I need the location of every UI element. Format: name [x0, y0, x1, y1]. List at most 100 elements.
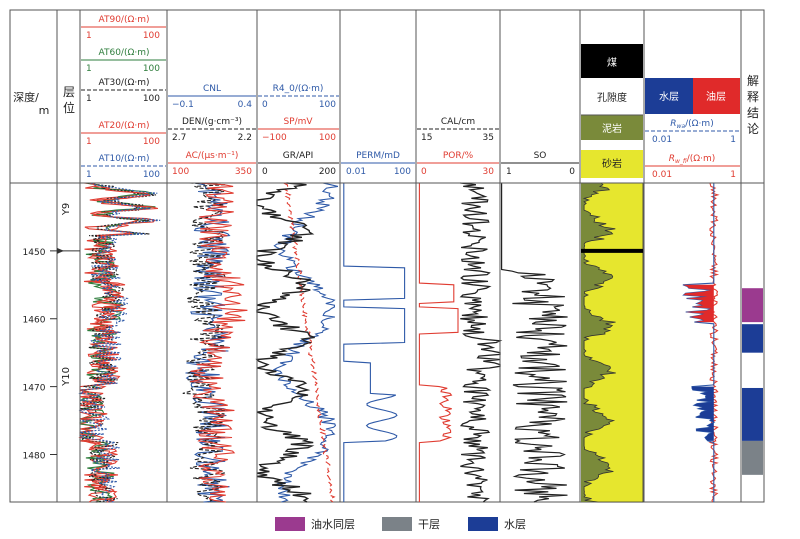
scale-max: 100: [143, 137, 160, 147]
scale-max: 35: [483, 133, 494, 143]
scale-min: 0.01: [652, 170, 672, 180]
depth-axis-label: 深度/: [13, 90, 39, 104]
scale-min: 0.01: [346, 167, 366, 177]
curve-AT10/(Ω·m): [78, 182, 161, 503]
curve-por-2: [190, 182, 248, 503]
curve-name-rwa: Rw_fi/(Ω·m): [669, 154, 716, 165]
scale-min: 0.01: [652, 135, 672, 145]
interpretation-label-char: 释: [747, 90, 759, 104]
scale-min: 2.7: [172, 133, 186, 143]
scale-max: 100: [319, 133, 336, 143]
legend-swatch: [468, 517, 498, 531]
curve-so: [501, 183, 568, 503]
curve-name-res: AT20/(Ω·m): [99, 121, 150, 131]
interpretation-interval: [742, 288, 763, 323]
legend-mudstone-swatch: [581, 115, 643, 140]
curve-name-por: CNL: [203, 84, 221, 94]
interpretation-label-char: 结: [747, 106, 759, 120]
legend-label: 干层: [418, 518, 440, 531]
legend-water-label: 水层: [659, 91, 679, 103]
scale-min: 1: [86, 137, 92, 147]
scale-max: 0.4: [238, 100, 253, 110]
depth-tick-label: 1470: [23, 384, 46, 394]
curve-name-calpor: POR/%: [443, 151, 474, 161]
curve-rwa: [682, 183, 716, 502]
depth-tick-label: 1480: [23, 451, 46, 461]
curve-rwfi: [708, 182, 720, 503]
chart-frame: 1450 1460 1470 1480 Y9 Y10: [10, 10, 764, 502]
curve-name-lith: GR/API: [283, 151, 314, 161]
legend-oil-swatch: [693, 78, 740, 114]
depth-axis-unit: m: [39, 104, 50, 117]
curve-name-so: SO: [534, 151, 547, 161]
sandstone-fill: [582, 182, 644, 503]
legend-swatch: [275, 517, 305, 531]
rwa-water-shading: [692, 386, 714, 441]
depth-tick-label: 1460: [23, 316, 46, 326]
legend-coal-swatch: [581, 44, 643, 78]
scale-max: 100: [394, 167, 411, 177]
scale-max: 30: [483, 167, 495, 177]
legend-sandstone-swatch: [581, 150, 643, 178]
scale-min: 1: [506, 167, 512, 177]
curve-name-lith: R4_0/(Ω·m): [273, 84, 324, 94]
coal-band: [581, 248, 643, 253]
scale-min: 100: [172, 167, 189, 177]
scale-min: −100: [262, 133, 287, 143]
curve-name-res: AT30/(Ω·m): [99, 78, 150, 88]
depth-tick-label: 1450: [23, 248, 46, 258]
curve-name-por: DEN/(g·cm⁻³): [182, 117, 242, 127]
scale-max: 100: [319, 100, 336, 110]
scale-min: 1: [86, 31, 92, 41]
interpretation-label-char: 解: [747, 74, 759, 88]
curve-name-lith: SP/mV: [283, 117, 313, 127]
zone-label: Y9: [61, 203, 72, 216]
legend-oil-label: 油层: [706, 90, 726, 103]
curve-name-res: AT60/(Ω·m): [99, 48, 150, 58]
scale-max: 1: [730, 170, 736, 180]
legend-coal-label: 煤: [607, 56, 617, 69]
interpretation-interval: [742, 440, 763, 475]
scale-max: 200: [319, 167, 336, 177]
scale-max: 100: [143, 64, 160, 74]
scale-min: 1: [86, 94, 92, 104]
bottom-legend: 油水同层 干层 水层: [275, 517, 526, 531]
scale-max: 350: [235, 167, 252, 177]
boundary-marker: [57, 247, 64, 254]
zone-label: Y10: [61, 367, 72, 387]
curve-perm: [343, 183, 406, 502]
curve-lith-2: [255, 182, 315, 503]
scale-max: 0: [569, 167, 575, 177]
legend-water-swatch: [645, 78, 693, 114]
scale-max: 100: [143, 31, 160, 41]
legend-label: 水层: [504, 518, 526, 531]
curve-name-perm: PERM/mD: [356, 151, 400, 161]
legend-sandstone-label: 砂岩: [602, 157, 622, 170]
curve-cal: [459, 182, 503, 503]
legend-label: 油水同层: [311, 517, 355, 531]
curve-name-res: AT10/(Ω·m): [99, 154, 150, 164]
legend-swatch: [382, 517, 412, 531]
scale-min: 0: [262, 167, 268, 177]
rwa-oil-shading: [682, 284, 714, 323]
curve-layer: [77, 182, 763, 503]
layer-column-label-2: 位: [63, 100, 75, 115]
scale-max: 100: [143, 94, 160, 104]
legend-mudstone-label: 泥岩: [602, 122, 622, 135]
legend-porosity-label: 孔隙度: [597, 91, 627, 104]
interpretation-interval: [742, 387, 763, 441]
interpretation-interval: [742, 324, 763, 353]
scale-min: 0: [421, 167, 427, 177]
curve-por: [418, 183, 459, 502]
scale-min: −0.1: [172, 100, 194, 110]
scale-max: 2.2: [238, 133, 252, 143]
scale-min: 0: [262, 100, 268, 110]
scale-min: 1: [86, 64, 92, 74]
interpretation-label-char: 论: [747, 122, 759, 136]
curve-name-rwa: Rwa/(Ω·m): [670, 119, 713, 130]
scale-max: 1: [730, 135, 736, 145]
scale-max: 100: [143, 170, 160, 180]
curve-name-res: AT90/(Ω·m): [99, 15, 150, 25]
